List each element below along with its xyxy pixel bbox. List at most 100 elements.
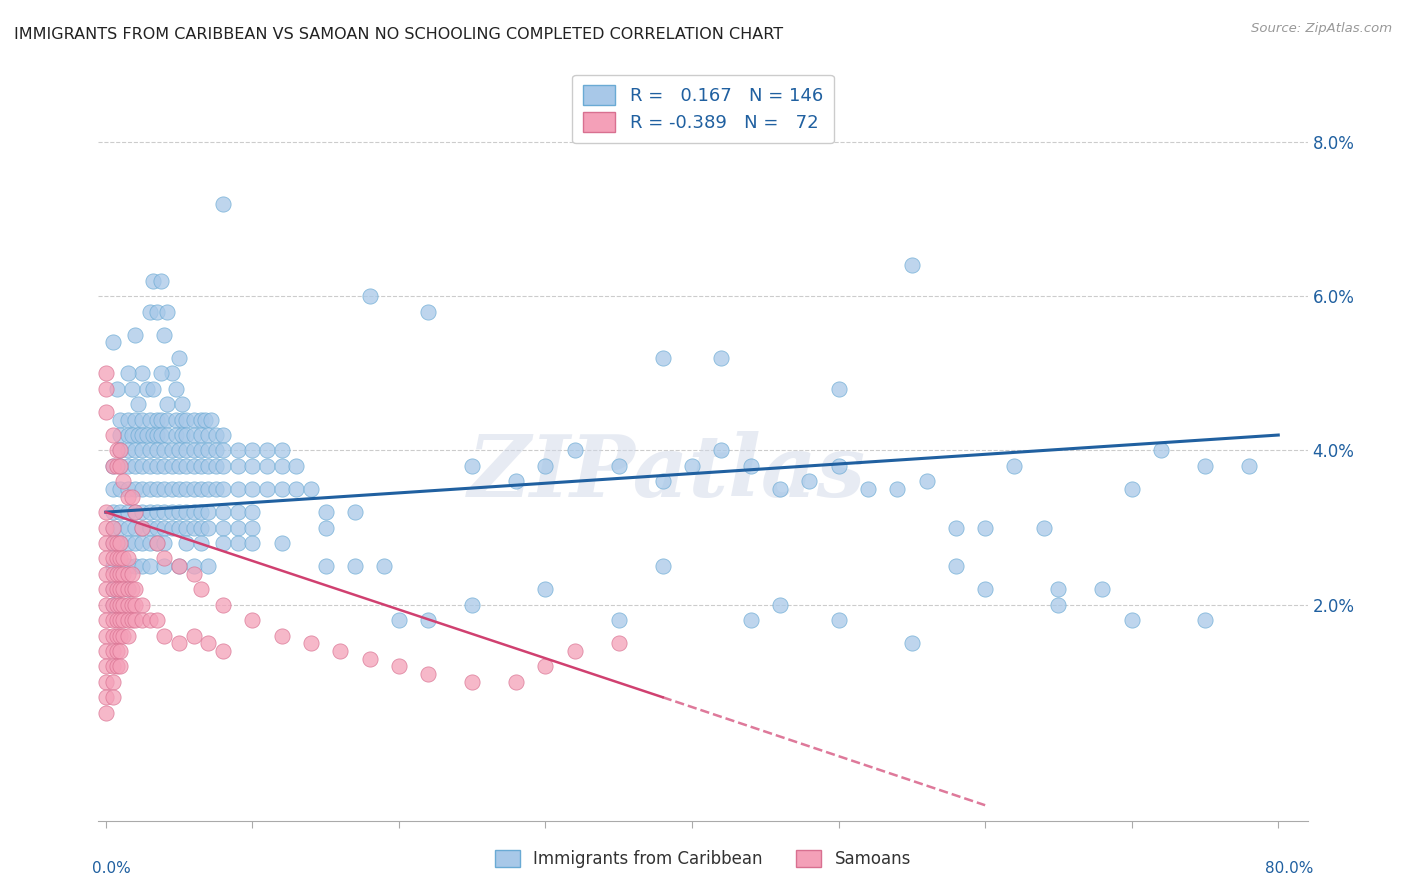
Point (101, 551, 124, 566)
Point (153, 482, 176, 496)
Point (107, 551, 129, 566)
Point (110, 458, 132, 473)
Point (117, 566, 139, 581)
Point (124, 412, 146, 426)
Point (112, 628, 135, 642)
Point (710, 443, 733, 458)
Point (146, 304, 169, 318)
Point (315, 505, 337, 519)
Point (651, 559, 673, 574)
Text: 80.0%: 80.0% (1265, 862, 1313, 876)
Point (131, 520, 153, 534)
Point (190, 458, 212, 473)
Point (156, 412, 179, 426)
Point (945, 520, 967, 534)
Point (110, 536, 132, 550)
Text: ZIPatlas: ZIPatlas (468, 431, 866, 515)
Point (315, 559, 337, 574)
Point (534, 458, 557, 473)
Point (101, 566, 124, 581)
Point (856, 482, 879, 496)
Point (974, 582, 997, 597)
Point (146, 482, 169, 496)
Point (1004, 458, 1026, 473)
Point (505, 475, 527, 489)
Point (190, 582, 212, 597)
Point (190, 443, 212, 458)
Point (146, 505, 169, 519)
Point (146, 536, 169, 550)
Point (183, 412, 205, 426)
Point (112, 475, 135, 489)
Point (204, 428, 226, 442)
Point (117, 536, 139, 550)
Point (156, 397, 179, 411)
Point (197, 505, 219, 519)
Point (110, 644, 132, 658)
Point (183, 458, 205, 473)
Point (110, 443, 132, 458)
Point (117, 367, 139, 381)
Point (131, 412, 153, 426)
Point (204, 458, 226, 473)
Point (124, 520, 146, 534)
Point (176, 428, 198, 442)
Point (651, 475, 673, 489)
Point (124, 443, 146, 458)
Point (138, 559, 160, 574)
Point (131, 520, 153, 534)
Point (299, 482, 322, 496)
Point (146, 458, 169, 473)
Point (94, 706, 117, 720)
Point (101, 674, 124, 689)
Point (197, 559, 219, 574)
Point (138, 536, 160, 550)
Point (131, 613, 153, 627)
Point (107, 536, 129, 550)
Point (101, 613, 124, 627)
Point (1121, 482, 1143, 496)
Point (165, 428, 187, 442)
Point (107, 659, 129, 673)
Point (146, 520, 169, 534)
Point (183, 520, 205, 534)
Point (710, 351, 733, 365)
Point (156, 304, 179, 318)
Point (167, 443, 190, 458)
Point (107, 443, 129, 458)
Point (131, 505, 153, 519)
Point (1194, 613, 1216, 627)
Point (110, 598, 132, 612)
Point (769, 482, 792, 496)
Point (607, 458, 630, 473)
Point (156, 428, 179, 442)
Point (110, 566, 132, 581)
Point (212, 458, 235, 473)
Point (110, 613, 132, 627)
Point (101, 644, 124, 658)
Point (110, 412, 132, 426)
Point (150, 274, 173, 288)
Point (183, 505, 205, 519)
Point (94, 644, 117, 658)
Point (160, 367, 183, 381)
Point (110, 520, 132, 534)
Point (131, 367, 153, 381)
Point (117, 582, 139, 597)
Point (131, 458, 153, 473)
Point (270, 443, 292, 458)
Point (94, 536, 117, 550)
Point (167, 505, 190, 519)
Point (799, 475, 821, 489)
Point (212, 520, 235, 534)
Point (112, 598, 135, 612)
Point (240, 482, 263, 496)
Point (167, 351, 190, 365)
Point (505, 674, 527, 689)
Point (101, 582, 124, 597)
Point (418, 667, 440, 681)
Point (212, 428, 235, 442)
Point (564, 644, 586, 658)
Point (315, 520, 337, 534)
Point (212, 536, 235, 550)
